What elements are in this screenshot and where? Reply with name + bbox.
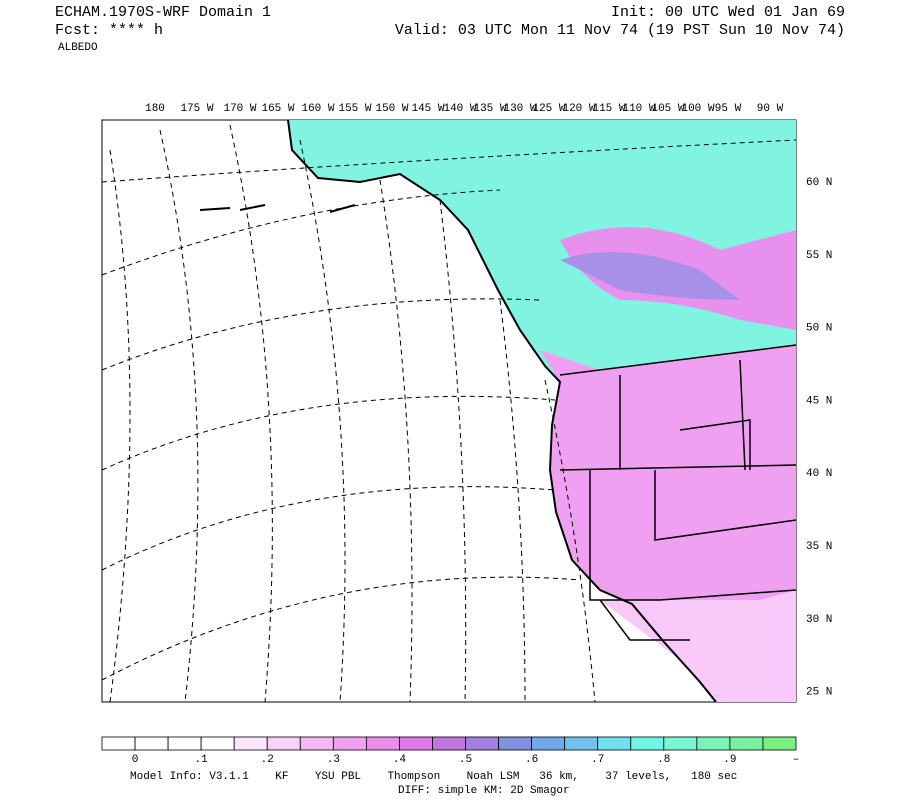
latitude-label: 45 N (806, 395, 832, 407)
colorbar-label: – (793, 754, 800, 766)
colorbar-swatch (432, 736, 466, 751)
parallel (101, 486, 556, 571)
colorbar-swatch (564, 736, 599, 751)
colorbar-label: .7 (591, 754, 604, 766)
longitude-label: 180 (145, 103, 165, 115)
colorbar-swatch (101, 736, 136, 751)
longitude-label: 150 W (375, 103, 408, 115)
coastline (287, 119, 717, 703)
colorbar-swatch (696, 736, 731, 751)
colorbar-swatch (365, 736, 400, 751)
longitude-label: 160 W (301, 103, 334, 115)
meridian (499, 299, 526, 703)
colorbar-swatch (134, 736, 169, 751)
longitude-label: 170 W (223, 103, 256, 115)
colorbar-label: .6 (525, 754, 538, 766)
longitude-label: 125 W (532, 103, 565, 115)
longitude-label: 110 W (622, 103, 655, 115)
longitude-label: 100 W (681, 103, 714, 115)
meridian (439, 199, 467, 703)
colorbar-swatch (531, 736, 566, 751)
colorbar-label: .2 (261, 754, 274, 766)
colorbar-swatch (233, 736, 268, 751)
latitude-label: 35 N (806, 541, 832, 553)
colorbar-swatch (167, 736, 202, 751)
meridian (299, 139, 346, 703)
colorbar: 0 .1 .2 .3 .4 .5 .6 .7 .8 .9 – (101, 736, 800, 766)
colorbar-swatch (498, 736, 533, 751)
colorbar-swatch (663, 736, 698, 751)
colorbar-label: .5 (459, 754, 472, 766)
parallel (101, 576, 581, 681)
forecast-hour: Fcst: **** h (55, 22, 163, 39)
colorbar-swatch (597, 736, 632, 751)
latitude-label: 55 N (806, 250, 832, 262)
colorbar-swatch (200, 736, 235, 751)
colorbar-swatch (729, 736, 764, 751)
land-light-pink (600, 590, 796, 702)
longitude-label: 155 W (338, 103, 371, 115)
latitude-labels: 60 N 55 N 50 N 45 N 40 N 35 N 30 N 25 N (806, 177, 832, 699)
colorbar-swatch (465, 736, 499, 751)
colorbar-swatch (299, 736, 334, 751)
latitude-label: 40 N (806, 468, 832, 480)
meridian (544, 379, 596, 703)
parallel (101, 189, 501, 276)
land-purple (560, 252, 740, 300)
colorbar-label: .1 (195, 754, 209, 766)
latitude-label: 30 N (806, 614, 832, 626)
latitude-label: 60 N (806, 177, 832, 189)
model-title: ECHAM.1970S-WRF Domain 1 (55, 4, 271, 21)
meridian (109, 149, 131, 703)
longitude-labels: 180 175 W 170 W 165 W 160 W 155 W 150 W 145 W14… (145, 103, 784, 115)
meridian (159, 129, 199, 703)
longitude-label: 130 W (503, 103, 536, 115)
longitude-label: 165 W (261, 103, 294, 115)
colorbar-swatch (332, 736, 367, 751)
colorbar-label: .8 (657, 754, 670, 766)
colorbar-swatch (762, 736, 797, 751)
longitude-label: 145 W (411, 103, 444, 115)
parallel (101, 298, 541, 371)
map (101, 119, 797, 703)
colorbar-swatch (399, 736, 433, 751)
colorbar-label: 0 (132, 754, 139, 766)
colorbar-label: .3 (327, 754, 340, 766)
longitude-label: 115 W (592, 103, 625, 115)
colorbar-label: .9 (723, 754, 736, 766)
longitude-label: 105 W (651, 103, 684, 115)
longitude-label: 120 W (562, 103, 595, 115)
borders (559, 344, 797, 641)
colorbar-swatch (630, 736, 665, 751)
colorbar-label: .4 (393, 754, 407, 766)
model-info: Model Info: V3.1.1 KF YSU PBL Thompson N… (130, 771, 737, 783)
meridian (229, 124, 273, 703)
longitude-label: 95 W (715, 103, 742, 115)
diff-info: DIFF: simple KM: 2D Smagor (398, 785, 570, 797)
valid-time: Valid: 03 UTC Mon 11 Nov 74 (19 PST Sun … (395, 22, 845, 39)
field-name: ALBEDO (58, 42, 98, 54)
longitude-label: 90 W (757, 103, 784, 115)
init-time: Init: 00 UTC Wed 01 Jan 69 (611, 4, 845, 21)
islands (199, 204, 356, 213)
latitude-label: 50 N (806, 323, 832, 335)
colorbar-swatch (266, 736, 301, 751)
longitude-label: 135 W (473, 103, 506, 115)
latitude-label: 25 N (806, 687, 832, 699)
longitude-label: 140 W (443, 103, 476, 115)
longitude-label: 175 W (180, 103, 213, 115)
